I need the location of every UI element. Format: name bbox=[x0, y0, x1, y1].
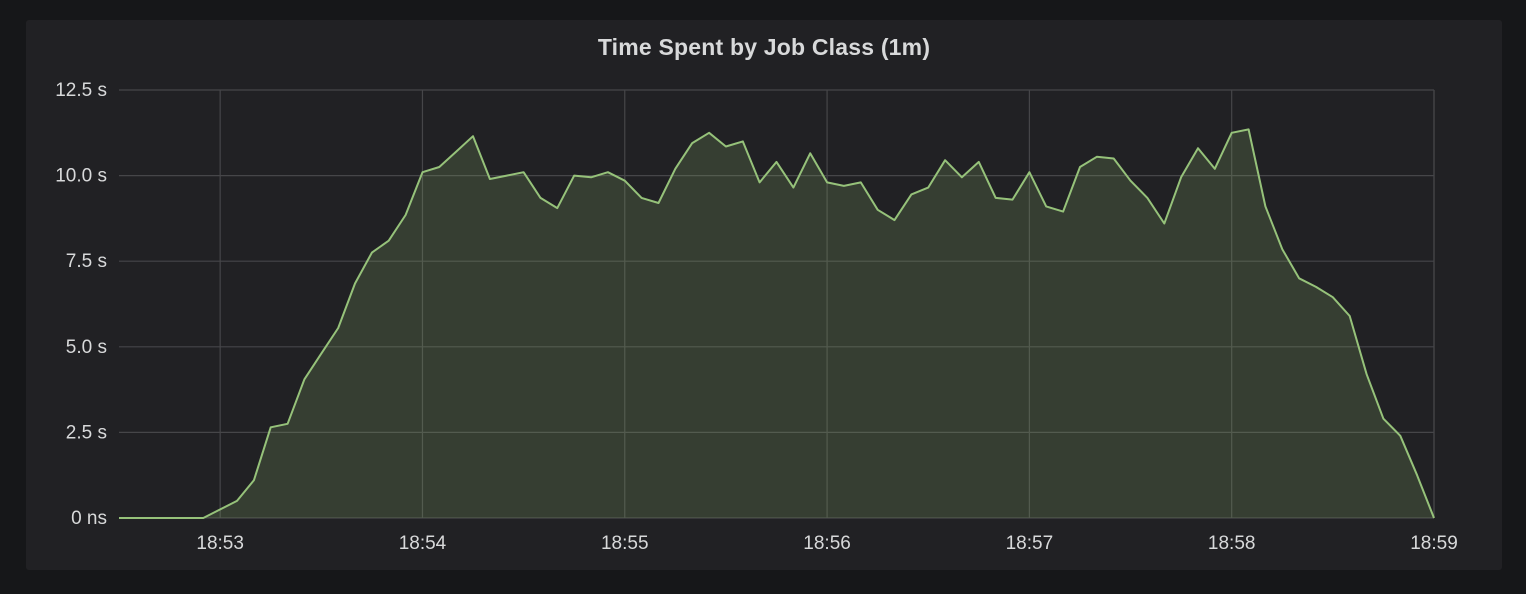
y-tick-label: 12.5 s bbox=[55, 80, 107, 101]
series-line bbox=[119, 128, 1435, 519]
x-tick-label: 18:55 bbox=[601, 533, 649, 554]
x-tick-label: 18:54 bbox=[399, 533, 447, 554]
y-tick-label: 0 ns bbox=[71, 508, 107, 529]
y-tick-label: 2.5 s bbox=[66, 422, 107, 443]
y-tick-label: 7.5 s bbox=[66, 251, 107, 272]
x-tick-label: 18:57 bbox=[1006, 533, 1054, 554]
graph-panel: Time Spent by Job Class (1m) 0 ns 2.5 s 5.… bbox=[26, 20, 1502, 570]
y-axis-labels: 0 ns 2.5 s 5.0 s 7.5 s 10.0 s 12.5 s bbox=[55, 80, 107, 529]
x-axis-labels: 18:53 18:54 18:55 18:56 18:57 18:58 18:59 bbox=[196, 533, 1457, 554]
series-area-fill bbox=[119, 129, 1434, 518]
panel-title[interactable]: Time Spent by Job Class (1m) bbox=[597, 34, 931, 60]
x-tick-label: 18:56 bbox=[803, 533, 851, 554]
y-tick-label: 10.0 s bbox=[55, 166, 107, 187]
x-tick-label: 18:53 bbox=[196, 533, 244, 554]
x-tick-label: 18:59 bbox=[1410, 533, 1458, 554]
grid-lines bbox=[119, 89, 1435, 519]
x-tick-label: 18:58 bbox=[1208, 533, 1256, 554]
chart-svg[interactable]: 0 ns2.5 s5.0 s7.5 s10.0 s12.5 s 18:53 18:… bbox=[26, 20, 1502, 570]
y-tick-label: 5.0 s bbox=[66, 337, 107, 358]
